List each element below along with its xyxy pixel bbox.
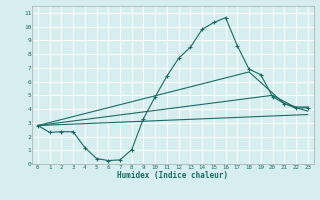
X-axis label: Humidex (Indice chaleur): Humidex (Indice chaleur) (117, 171, 228, 180)
